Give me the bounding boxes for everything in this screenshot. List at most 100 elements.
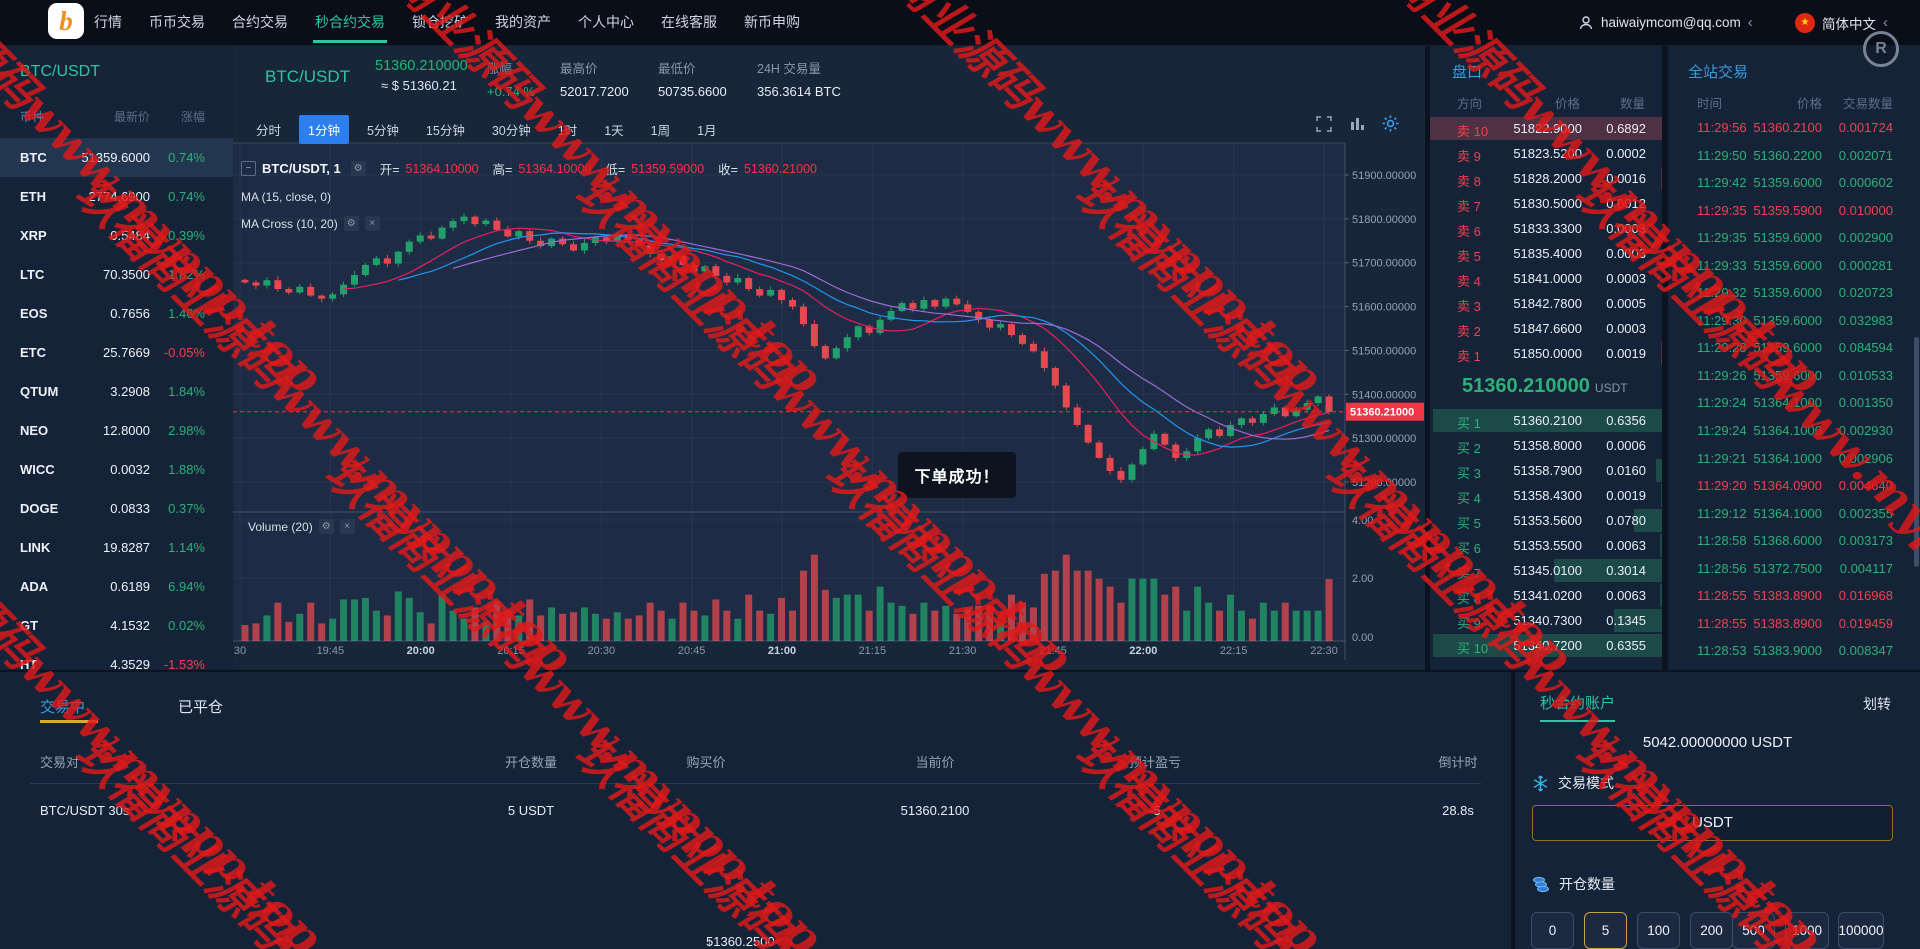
coin-change: 0.74% (168, 150, 205, 165)
ma-gear-icon[interactable]: ⚙ (343, 216, 359, 231)
user-account-menu[interactable]: haiwaiymcom@qq.com ‹ (1578, 0, 1753, 45)
candle (1084, 423, 1092, 445)
candlestick-chart[interactable]: 51360.21000 51900.00000 51800.00000 51700.0… (233, 45, 1425, 670)
amount-button-0[interactable]: 0 (1531, 912, 1574, 949)
nav-item-8[interactable]: 新币申购 (744, 14, 800, 30)
coin-price: 12.8000 (103, 423, 150, 438)
col-change[interactable]: 涨幅 (180, 110, 205, 124)
nav-item-2[interactable]: 合约交易 (232, 14, 288, 30)
col-symbol[interactable]: 币种 (20, 110, 45, 124)
ask-row-9[interactable]: 卖 2 51847.6600 0.0003 (1430, 316, 1662, 341)
trade-time: 11:29:42 (1697, 175, 1747, 191)
coin-row-EOS[interactable]: EOS 0.7656 1.46% (0, 294, 233, 333)
nav-item-4[interactable]: 锁仓挖矿 (412, 14, 468, 30)
tab-closed[interactable]: 已平仓 (178, 699, 224, 716)
amount-button-100000[interactable]: 100000 (1838, 912, 1884, 949)
timeframe-1周[interactable]: 1周 (650, 124, 671, 138)
nav-item-5[interactable]: 我的资产 (495, 14, 551, 30)
trade-row-4: 11:29:35 51359.6000 0.002900 (1668, 224, 1920, 252)
coin-symbol: LTC (20, 267, 45, 282)
bid-row-2[interactable]: 买 2 51358.8000 0.0006 (1430, 433, 1662, 458)
nav-item-0[interactable]: 行情 (94, 14, 122, 30)
coin-row-ETC[interactable]: ETC 25.7669 -0.05% (0, 333, 233, 372)
ask-row-2[interactable]: 卖 9 51823.5200 0.0002 (1430, 141, 1662, 166)
amount-button-5[interactable]: 5 (1584, 912, 1627, 949)
coin-price: 70.3500 (103, 267, 150, 282)
timeframe-1月[interactable]: 1月 (697, 124, 717, 138)
candle (241, 278, 249, 284)
nav-item-7[interactable]: 在线客服 (661, 14, 717, 30)
transfer-link[interactable]: 划转 (1863, 696, 1891, 712)
volume-bar (1227, 594, 1234, 641)
bid-row-8[interactable]: 买 8 51341.0200 0.0063 (1430, 583, 1662, 608)
timeframe-5分钟[interactable]: 5分钟 (366, 124, 399, 138)
coin-row-GT[interactable]: GT 4.1532 0.02% (0, 606, 233, 645)
bid-row-6[interactable]: 买 6 51353.5500 0.0063 (1430, 533, 1662, 558)
direction-label: 卖 5 (1457, 249, 1481, 264)
mode-usdt-button[interactable]: USDT (1532, 805, 1893, 841)
nav-item-3[interactable]: 秒合约交易 (313, 0, 387, 45)
timeframe-1时[interactable]: 1时 (557, 124, 578, 138)
direction-label: 买 2 (1457, 441, 1481, 456)
coin-row-LTC[interactable]: LTC 70.3500 1.82% (0, 255, 233, 294)
coin-row-NEO[interactable]: NEO 12.8000 2.98% (0, 411, 233, 450)
ask-row-10[interactable]: 卖 1 51850.0000 0.0019 (1430, 341, 1662, 366)
ask-row-7[interactable]: 卖 4 51841.0000 0.0003 (1430, 266, 1662, 291)
timeframe-15分钟[interactable]: 15分钟 (425, 124, 465, 138)
bid-row-10[interactable]: 买 10 51340.7200 0.6355 (1430, 633, 1662, 658)
coin-row-LINK[interactable]: LINK 19.8287 1.14% (0, 528, 233, 567)
language-menu[interactable]: ★ 简体中文 ‹ (1795, 0, 1888, 45)
coin-row-ADA[interactable]: ADA 0.6189 6.94% (0, 567, 233, 606)
bid-row-7[interactable]: 买 7 51345.0100 0.3014 (1430, 558, 1662, 583)
ask-row-1[interactable]: 卖 10 51822.9000 0.6892 (1430, 116, 1662, 141)
ask-row-8[interactable]: 卖 3 51842.7800 0.0005 (1430, 291, 1662, 316)
coin-row-ETH[interactable]: ETH 2774.6900 0.74% (0, 177, 233, 216)
volume-gear-icon[interactable]: ⚙ (318, 519, 334, 534)
coin-row-BTC[interactable]: BTC 51359.6000 0.74% (0, 138, 233, 177)
volume-bar (789, 610, 796, 641)
trade-price: 51359.6000 (1753, 312, 1822, 328)
timeframe-1分钟[interactable]: 1分钟 (299, 115, 349, 144)
trade-row-18: 11:28:55 51383.8900 0.019459 (1668, 610, 1920, 638)
ask-row-6[interactable]: 卖 5 51835.4000 0.0003 (1430, 241, 1662, 266)
legend-gear-icon[interactable]: ⚙ (350, 161, 366, 176)
ask-row-3[interactable]: 卖 8 51828.2000 0.0016 (1430, 166, 1662, 191)
ask-row-4[interactable]: 卖 7 51830.5000 0.0012 (1430, 191, 1662, 216)
volume-close-icon[interactable]: × (339, 519, 355, 534)
coin-change: -1.53% (163, 657, 205, 670)
bid-row-1[interactable]: 买 1 51360.2100 0.6356 (1430, 408, 1662, 433)
brand-logo-icon[interactable]: b (48, 3, 84, 39)
chart-settings-gear-icon[interactable] (1382, 115, 1399, 132)
close-value: 51360.21000 (743, 161, 817, 176)
timeframe-分时[interactable]: 分时 (256, 124, 282, 138)
coin-row-DOGE[interactable]: DOGE 0.0833 0.37% (0, 489, 233, 528)
coin-row-XRP[interactable]: XRP 0.5484 0.39% (0, 216, 233, 255)
indicator-icon[interactable] (1349, 116, 1365, 132)
amount-button-200[interactable]: 200 (1690, 912, 1733, 949)
volume-bar (1084, 570, 1092, 641)
timeframe-1天[interactable]: 1天 (604, 124, 624, 138)
timeframe-30分钟[interactable]: 30分钟 (491, 124, 531, 138)
fullscreen-icon[interactable] (1316, 115, 1332, 132)
amount-button-1000[interactable]: 1000 (1785, 912, 1829, 949)
amount-button-500[interactable]: 500 (1732, 912, 1775, 949)
amount-button-100[interactable]: 100 (1637, 912, 1680, 949)
nav-item-1[interactable]: 币币交易 (149, 14, 205, 30)
coin-row-HT[interactable]: HT 4.3529 -1.53% (0, 645, 233, 670)
col-last-price[interactable]: 最新价 (113, 110, 150, 124)
volume-bar (1183, 610, 1191, 641)
ma-close-icon[interactable]: × (364, 216, 380, 231)
tab-trading[interactable]: 交易中 (40, 699, 86, 716)
bid-row-4[interactable]: 买 4 51358.4300 0.0019 (1430, 483, 1662, 508)
bid-row-3[interactable]: 买 3 51358.7900 0.0160 (1430, 458, 1662, 483)
bid-row-9[interactable]: 买 9 51340.7300 0.1345 (1430, 608, 1662, 633)
collapse-icon[interactable]: − (241, 161, 256, 176)
coin-row-WICC[interactable]: WICC 0.0032 1.88% (0, 450, 233, 489)
ask-row-5[interactable]: 卖 6 51833.3300 0.0003 (1430, 216, 1662, 241)
quantity: 0.3014 (1606, 563, 1646, 578)
trades-scrollbar[interactable] (1914, 337, 1919, 567)
r-float-icon[interactable]: R (1863, 31, 1899, 67)
nav-item-6[interactable]: 个人中心 (578, 14, 634, 30)
coin-row-QTUM[interactable]: QTUM 3.2908 1.84% (0, 372, 233, 411)
bid-row-5[interactable]: 买 5 51353.5600 0.0780 (1430, 508, 1662, 533)
